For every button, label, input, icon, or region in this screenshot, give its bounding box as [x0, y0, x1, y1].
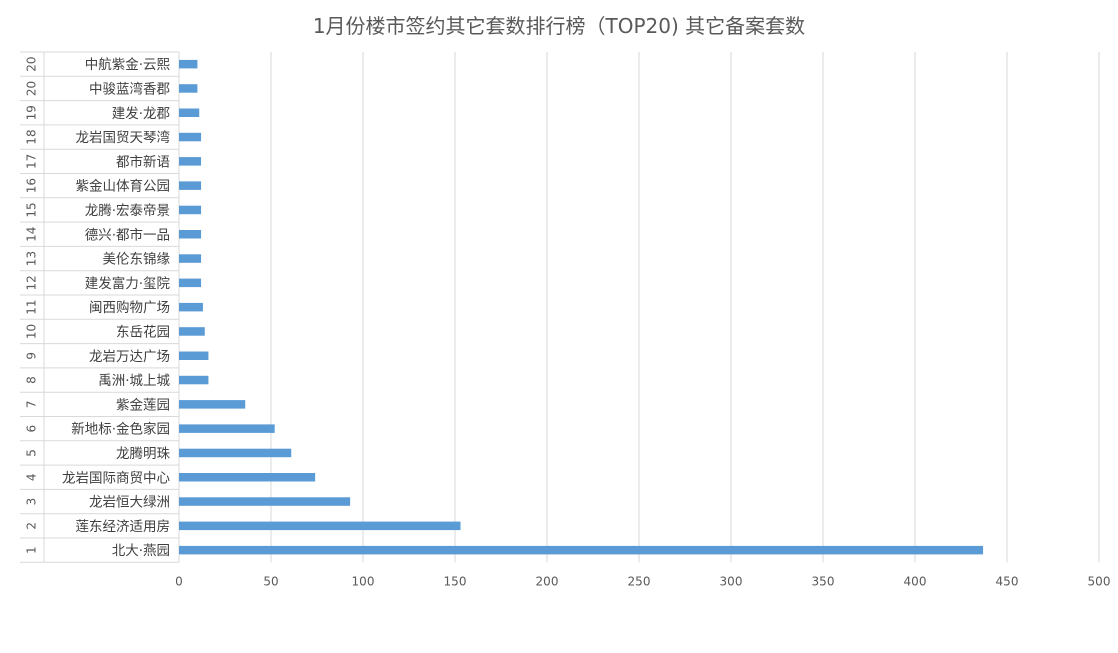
- rank-label: 6: [25, 425, 39, 433]
- x-tick-label: 300: [720, 574, 743, 588]
- rank-label: 2: [25, 522, 39, 530]
- bar: [179, 205, 202, 215]
- bar: [179, 497, 351, 506]
- category-label: 东岳花园: [116, 324, 170, 340]
- category-label: 北大·燕园: [112, 543, 170, 559]
- category-label: 中航紫金·云熙: [85, 57, 171, 73]
- x-tick-label: 250: [628, 574, 651, 588]
- category-label: 德兴·都市一品: [85, 226, 170, 243]
- chart-title: 1月份楼市签约其它套数排行榜（TOP20) 其它备案套数: [312, 14, 806, 38]
- x-tick-label: 450: [996, 574, 1019, 588]
- rank-label: 20: [25, 57, 39, 72]
- category-label: 新地标·金色家园: [71, 421, 170, 438]
- x-tick-label: 0: [175, 574, 183, 588]
- rank-label: 13: [25, 251, 39, 266]
- category-label: 禹洲·城上城: [98, 373, 170, 389]
- x-tick-label: 350: [812, 574, 835, 588]
- category-label: 龙岩国贸天琴湾: [76, 129, 171, 146]
- bar: [179, 448, 292, 458]
- rank-label: 12: [25, 275, 39, 290]
- category-label: 闽西购物广场: [89, 300, 170, 316]
- category-label: 龙岩万达广场: [89, 349, 170, 365]
- rank-label: 9: [25, 352, 39, 360]
- x-tick-label: 200: [536, 574, 559, 588]
- category-label: 紫金山体育公园: [76, 179, 171, 195]
- category-label: 建发·龙郡: [112, 106, 170, 122]
- bar: [179, 424, 275, 433]
- bar: [179, 157, 202, 166]
- x-tick-label: 150: [444, 574, 467, 588]
- bar: [179, 545, 984, 555]
- category-label: 龙岩国际商贸中心: [62, 470, 170, 486]
- category-axis: 1 北大·燕园 2 莲东经济适用房 3 龙岩恒大绿洲 4 龙岩国际商贸中心 5 龙腾明珠 6 新地标·…: [20, 51, 180, 563]
- rank-label: 19: [25, 105, 39, 120]
- category-label: 都市新语: [116, 153, 170, 170]
- rank-label: 16: [25, 178, 39, 193]
- bar: [179, 230, 202, 239]
- rank-label: 11: [25, 300, 39, 315]
- x-tick-label: 100: [352, 574, 375, 588]
- category-label: 莲东经济适用房: [76, 519, 171, 535]
- bar: [179, 108, 200, 117]
- bar: [179, 84, 198, 93]
- bar: [179, 132, 202, 142]
- bar: [179, 59, 198, 69]
- rank-label: 4: [25, 473, 39, 481]
- category-label: 龙岩恒大绿洲: [89, 495, 170, 511]
- bar: [179, 181, 202, 190]
- category-label: 美伦东锦缘: [103, 252, 171, 268]
- rank-label: 10: [25, 324, 39, 339]
- x-axis-ticks: 0 50 100 150 200 250 300 350 400 450 500: [175, 574, 1110, 588]
- bar: [179, 473, 316, 482]
- rank-label: 18: [25, 129, 39, 144]
- rank-label: 5: [25, 449, 39, 457]
- rank-label: 3: [25, 498, 39, 506]
- rank-label: 14: [25, 227, 39, 242]
- x-tick-label: 50: [263, 574, 278, 588]
- category-label: 中骏蓝湾香郡: [89, 80, 170, 97]
- grid-lines: [270, 52, 1100, 563]
- rank-label: 20: [25, 81, 39, 96]
- category-label: 龙腾明珠: [116, 445, 170, 462]
- bar: [179, 302, 203, 312]
- rank-label: 8: [25, 376, 39, 384]
- bar: [179, 400, 246, 409]
- rank-label: 15: [25, 202, 39, 217]
- bar: [179, 254, 202, 263]
- bar: [179, 521, 461, 531]
- x-tick-label: 400: [904, 574, 927, 588]
- rank-label: 17: [25, 154, 39, 169]
- x-tick-label: 500: [1088, 574, 1111, 588]
- bars: [179, 59, 984, 555]
- bar: [179, 351, 209, 360]
- category-label: 建发富力·玺院: [85, 275, 171, 292]
- category-label: 龙腾·宏泰帝景: [85, 202, 170, 219]
- bar: [179, 327, 205, 336]
- category-label: 紫金莲园: [116, 397, 170, 413]
- bar: [179, 375, 209, 385]
- bar: [179, 278, 202, 288]
- rank-label: 1: [25, 546, 39, 554]
- rank-label: 7: [25, 401, 39, 409]
